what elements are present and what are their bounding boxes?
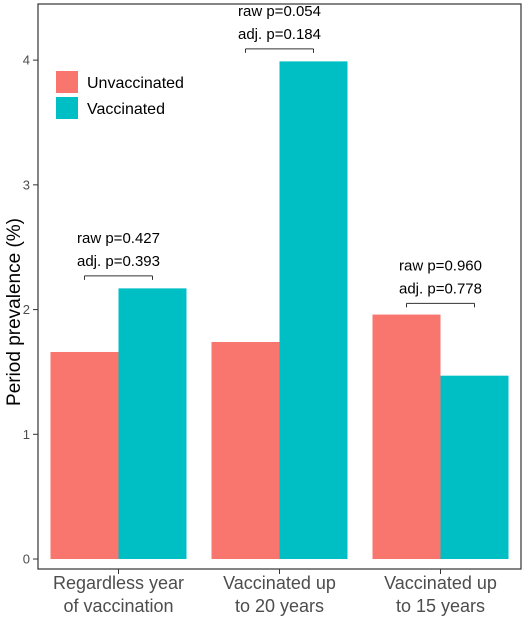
x-category-label: Vaccinated up <box>223 573 336 593</box>
y-axis: 0 1 2 3 4 <box>23 53 38 567</box>
x-category-label: to 20 years <box>235 596 324 616</box>
raw-p-value: raw p=0.960 <box>399 257 482 274</box>
bar-unvaccinated <box>211 342 280 560</box>
legend: Unvaccinated Vaccinated <box>56 71 184 119</box>
y-axis-label: Period prevalence (%) <box>4 218 25 406</box>
bar-vaccinated <box>440 375 509 560</box>
x-category-label: to 15 years <box>396 596 485 616</box>
legend-label-vaccinated: Vaccinated <box>87 101 165 118</box>
x-category-label: of vaccination <box>63 596 173 616</box>
y-tick-label: 4 <box>23 53 30 68</box>
bar-vaccinated <box>279 61 348 560</box>
raw-p-value: raw p=0.427 <box>77 230 160 247</box>
bars <box>50 61 509 560</box>
bar-unvaccinated <box>372 314 441 560</box>
adjusted-p-value: adj. p=0.778 <box>399 280 482 297</box>
legend-swatch-vaccinated <box>56 97 78 119</box>
adjusted-p-value: adj. p=0.184 <box>238 26 321 43</box>
bar-unvaccinated <box>50 351 119 560</box>
y-tick-label: 0 <box>23 552 30 567</box>
x-category-label: Vaccinated up <box>384 573 497 593</box>
x-category-label: Regardless year <box>53 573 184 593</box>
y-tick-label: 3 <box>23 177 30 192</box>
legend-label-unvaccinated: Unvaccinated <box>87 75 184 92</box>
x-axis: Regardless year of vaccination Vaccinated … <box>53 569 497 616</box>
y-tick-label: 1 <box>23 427 30 442</box>
adjusted-p-value: adj. p=0.393 <box>77 253 160 270</box>
bar-vaccinated <box>118 288 187 560</box>
legend-swatch-unvaccinated <box>56 71 78 93</box>
raw-p-value: raw p=0.054 <box>238 3 321 20</box>
y-tick-label: 2 <box>23 302 30 317</box>
annotations: raw p=0.427 adj. p=0.393 raw p=0.054 adj. p… <box>77 3 482 308</box>
